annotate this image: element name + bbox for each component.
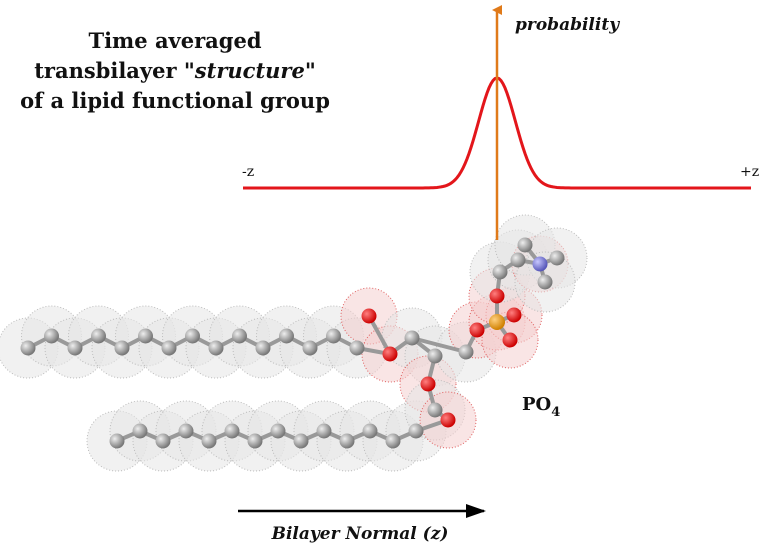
atom [362, 423, 378, 439]
atom [208, 340, 224, 356]
atom [440, 412, 456, 428]
atom [458, 344, 474, 360]
atom [270, 423, 286, 439]
atom [382, 346, 398, 362]
atom [326, 328, 341, 344]
atom [178, 423, 194, 439]
atom [232, 328, 247, 344]
atom [506, 307, 522, 323]
atom [489, 314, 505, 330]
bond [411, 336, 467, 354]
group-name: PO [522, 394, 551, 415]
atom [510, 252, 526, 268]
atom [489, 288, 505, 304]
atom [492, 264, 508, 280]
title-text: transbilayer " [34, 58, 195, 83]
atom [517, 237, 533, 253]
atom [201, 433, 217, 449]
atom [408, 423, 424, 439]
atom [91, 328, 106, 344]
atom [67, 340, 83, 356]
atom [279, 328, 294, 344]
group-label: PO4 [522, 394, 560, 420]
probability-label: probability [515, 15, 620, 35]
title-line: Time averaged [88, 28, 261, 53]
title-text: " [305, 58, 316, 83]
atom [549, 250, 565, 266]
atom [20, 340, 36, 356]
atom [44, 328, 59, 344]
atom [109, 433, 125, 449]
atom [138, 328, 153, 344]
atom [224, 423, 240, 439]
atom [339, 433, 355, 449]
title-line: transbilayer "structure" [34, 58, 316, 83]
atom [404, 330, 420, 346]
atom [532, 256, 548, 272]
atom [385, 433, 401, 449]
title: Time averaged transbilayer "structure" o… [20, 28, 330, 113]
title-emphasis: structure [194, 58, 305, 83]
minus-z-label: -z [242, 164, 254, 180]
group-subscript: 4 [551, 405, 560, 420]
title-line: of a lipid functional group [20, 88, 330, 113]
atom [247, 433, 263, 449]
atom [537, 274, 553, 290]
atom [502, 332, 518, 348]
atom [427, 402, 443, 418]
atom [114, 340, 130, 356]
atom [255, 340, 271, 356]
atom [155, 433, 171, 449]
atom [185, 328, 200, 344]
atom [316, 423, 332, 439]
atom [132, 423, 148, 439]
molecule [0, 214, 588, 472]
atom [420, 376, 436, 392]
atom [293, 433, 309, 449]
atom [349, 340, 365, 356]
atom [427, 348, 443, 364]
atom [161, 340, 177, 356]
plus-z-label: +z [740, 164, 759, 180]
atom [361, 308, 377, 324]
atom [302, 340, 318, 356]
atom [469, 322, 485, 338]
normal-label: Bilayer Normal (z) [271, 524, 449, 544]
